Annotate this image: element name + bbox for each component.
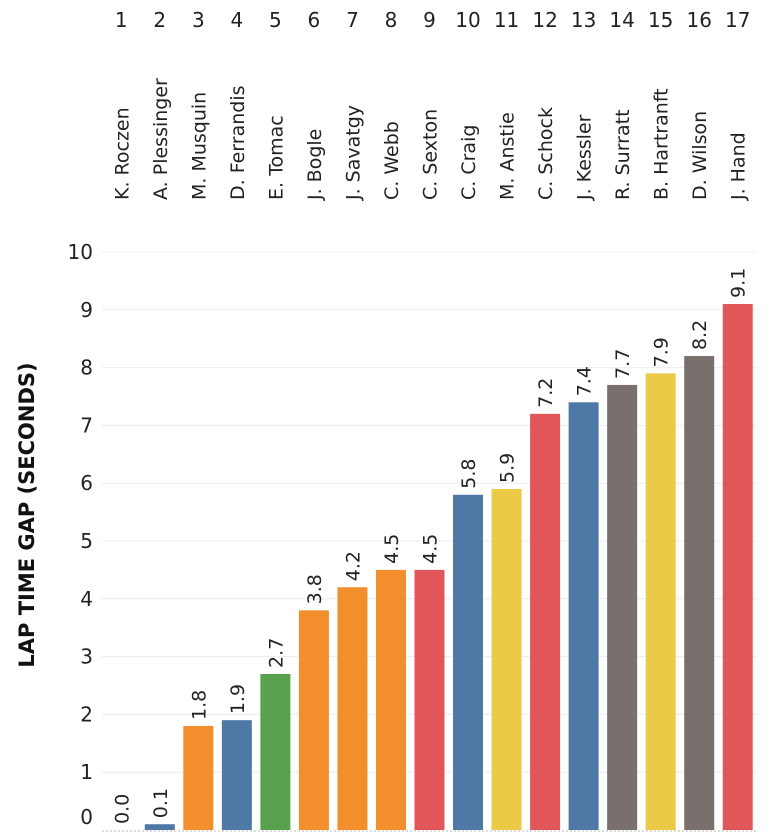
rider-name-label: B. Hartranft — [651, 88, 673, 200]
y-axis-ticks: 0 1 2 3 4 5 6 7 8 9 10 — [68, 240, 93, 829]
bar — [684, 356, 715, 830]
y-tick-label: 8 — [80, 356, 93, 380]
y-tick-label: 4 — [80, 587, 93, 611]
gridlines — [102, 251, 757, 832]
bar — [645, 373, 676, 830]
bar-value-label: 8.2 — [689, 320, 711, 350]
rider-name-label: C. Schock — [535, 107, 557, 200]
rider-name-label: J. Kessler — [574, 114, 596, 201]
y-tick-label: 7 — [80, 413, 93, 437]
rank-label: 16 — [686, 8, 711, 32]
rank-label: 7 — [346, 8, 359, 32]
rider-name-label: R. Surratt — [612, 109, 634, 200]
y-tick-label: 0 — [80, 805, 93, 829]
rider-name-label: C. Webb — [381, 121, 403, 200]
bar-value-label: 7.7 — [612, 349, 634, 379]
bar — [144, 824, 175, 830]
rank-label: 6 — [308, 8, 321, 32]
bar — [183, 725, 214, 830]
rank-label: 2 — [153, 8, 166, 32]
rider-name-label: K. Roczen — [111, 107, 133, 200]
bar-value-label: 4.5 — [420, 534, 442, 564]
y-tick-label: 2 — [80, 702, 93, 726]
bar-value-label: 5.9 — [497, 453, 519, 483]
bar — [607, 384, 638, 830]
rank-label: 5 — [269, 8, 282, 32]
rider-name-label: D. Wilson — [689, 111, 711, 200]
rider-name-label: C. Sexton — [420, 109, 442, 200]
rank-label: 1 — [115, 8, 128, 32]
bar-value-label: 0.1 — [150, 788, 172, 818]
bar-value-label: 4.2 — [342, 551, 364, 581]
bar — [491, 488, 522, 830]
y-axis-label: LAP TIME GAP (SECONDS) — [15, 362, 39, 667]
rank-label: 12 — [532, 8, 557, 32]
rank-label: 11 — [494, 8, 519, 32]
rank-labels: 1 2 3 4 5 6 7 8 9 10 11 12 13 14 15 16 17 — [115, 8, 751, 32]
bar-value-label: 5.8 — [458, 459, 480, 489]
rider-name-label: J. Savatgy — [342, 105, 364, 201]
bar — [375, 569, 406, 830]
y-tick-label: 9 — [80, 298, 93, 322]
bar — [453, 494, 484, 830]
bar-value-label: 7.4 — [574, 366, 596, 396]
y-tick-label: 6 — [80, 471, 93, 495]
rider-name-label: J. Bogle — [304, 129, 326, 201]
bar — [337, 587, 368, 830]
bar — [260, 673, 291, 830]
rider-name-label: A. Plessinger — [150, 78, 172, 200]
rank-label: 4 — [230, 8, 243, 32]
bars — [144, 304, 753, 830]
bar-value-label: 4.5 — [381, 534, 403, 564]
rank-label: 14 — [609, 8, 634, 32]
bar — [221, 720, 252, 830]
bar-value-label: 1.9 — [227, 684, 249, 714]
rider-name-labels: K. Roczen A. Plessinger M. Musquin D. Ferra… — [111, 78, 749, 201]
bar — [568, 402, 599, 830]
bar-value-label: 7.9 — [651, 337, 673, 367]
bar-value-labels: 0.0 0.1 1.8 1.9 2.7 3.8 4.2 4.5 4.5 5.8 5.9 7.2 7.4 7… — [111, 268, 749, 824]
bar-value-label: 9.1 — [728, 268, 750, 298]
bar-value-label: 3.8 — [304, 574, 326, 604]
y-tick-label: 3 — [80, 645, 93, 669]
rank-label: 3 — [192, 8, 205, 32]
bar — [530, 413, 561, 830]
y-tick-label: 10 — [68, 240, 93, 264]
y-tick-label: 1 — [80, 760, 93, 784]
rank-label: 15 — [648, 8, 673, 32]
rider-name-label: C. Craig — [458, 125, 480, 200]
bar — [298, 610, 329, 830]
bar — [722, 304, 753, 830]
rider-name-label: D. Ferrandis — [227, 85, 249, 200]
rank-label: 8 — [385, 8, 398, 32]
rider-name-label: E. Tomac — [265, 115, 287, 200]
rider-name-label: M. Anstie — [497, 112, 519, 200]
bar-value-label: 0.0 — [111, 794, 133, 824]
rank-label: 13 — [571, 8, 596, 32]
rider-name-label: M. Musquin — [188, 92, 210, 200]
bar-value-label: 1.8 — [188, 690, 210, 720]
bar-value-label: 7.2 — [535, 378, 557, 408]
rank-label: 17 — [725, 8, 750, 32]
bar — [414, 569, 445, 830]
rider-name-label: J. Hand — [728, 132, 750, 201]
bar-value-label: 2.7 — [265, 638, 287, 668]
rank-label: 10 — [455, 8, 480, 32]
rank-label: 9 — [423, 8, 436, 32]
y-tick-label: 5 — [80, 529, 93, 553]
